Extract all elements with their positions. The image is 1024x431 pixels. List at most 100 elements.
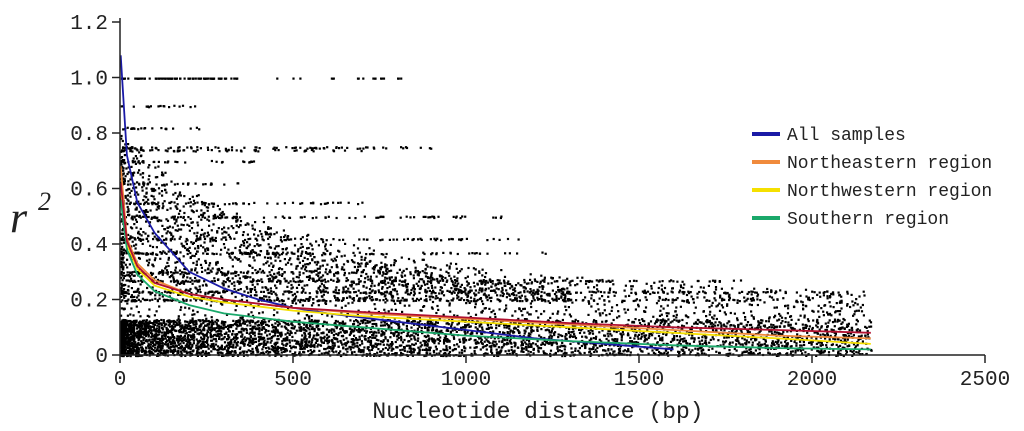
scatter-point [248, 341, 251, 344]
scatter-point [840, 327, 843, 330]
scatter-point [342, 352, 345, 355]
scatter-point [152, 349, 155, 352]
scatter-point [634, 293, 638, 296]
scatter-point [296, 342, 299, 345]
scatter-point [122, 339, 125, 342]
scatter-point [486, 281, 489, 284]
scatter-point [474, 306, 477, 309]
scatter-point [448, 265, 451, 268]
scatter-point [572, 330, 575, 333]
scatter-point [498, 331, 501, 334]
scatter-point [818, 351, 821, 354]
scatter-point [800, 344, 803, 347]
scatter-point [468, 325, 471, 328]
scatter-point [493, 337, 496, 340]
scatter-point [675, 316, 678, 319]
scatter-point [128, 333, 131, 336]
scatter-point [144, 334, 147, 338]
scatter-point [313, 319, 316, 322]
scatter-point [685, 341, 688, 345]
scatter-point [121, 329, 124, 332]
scatter-point [659, 319, 662, 322]
scatter-point [681, 338, 684, 341]
scatter-point [596, 346, 599, 350]
scatter-point [262, 351, 265, 354]
scatter-point [844, 342, 847, 345]
scatter-point [181, 349, 184, 352]
scatter-point [856, 344, 859, 347]
scatter-point [675, 306, 678, 309]
scatter-point [829, 334, 832, 337]
scatter-point [251, 327, 254, 330]
scatter-point [831, 321, 835, 324]
scatter-point [341, 320, 344, 324]
scatter-point [371, 325, 374, 329]
scatter-point [462, 337, 465, 340]
scatter-point [352, 330, 355, 333]
scatter-point [856, 340, 859, 344]
scatter-point [206, 345, 209, 348]
scatter-point [703, 291, 706, 294]
scatter-point [514, 342, 517, 345]
scatter-point [156, 324, 159, 327]
scatter-point [120, 213, 123, 216]
scatter-point [802, 340, 805, 344]
scatter-point [308, 336, 311, 339]
scatter-point [212, 322, 215, 326]
scatter-point [220, 334, 223, 337]
scatter-point [759, 325, 762, 328]
scatter-point [251, 340, 254, 343]
scatter-point [773, 330, 776, 334]
scatter-point [522, 347, 526, 350]
scatter-point [232, 338, 235, 341]
scatter-point [336, 297, 339, 300]
scatter-point [819, 333, 822, 336]
scatter-point [135, 343, 138, 346]
scatter-point [235, 212, 238, 215]
scatter-point [714, 324, 717, 327]
scatter-point [286, 322, 290, 326]
scatter-point [232, 324, 235, 327]
scatter-point [282, 350, 285, 353]
scatter-point [667, 323, 670, 326]
scatter-point [183, 339, 186, 342]
scatter-point [187, 327, 190, 330]
scatter-point [339, 331, 342, 334]
scatter-point [714, 288, 718, 291]
scatter-point [630, 340, 633, 343]
scatter-point [245, 350, 249, 353]
scatter-point [215, 263, 218, 266]
scatter-point [787, 324, 790, 327]
scatter-point [487, 294, 490, 297]
scatter-point [587, 330, 590, 333]
scatter-point [305, 340, 308, 343]
scatter-point [188, 351, 191, 354]
scatter-point [238, 347, 241, 351]
scatter-point [253, 228, 256, 231]
scatter-point [369, 343, 372, 346]
scatter-point [331, 349, 334, 352]
scatter-point [235, 323, 239, 327]
scatter-point [151, 334, 154, 337]
scatter-point [273, 308, 276, 311]
scatter-point [758, 351, 761, 355]
scatter-point [179, 215, 182, 219]
scatter-point [148, 328, 151, 331]
scatter-point [569, 342, 572, 345]
scatter-point [167, 264, 170, 268]
scatter-point [150, 347, 154, 351]
scatter-point [124, 352, 128, 355]
scatter-point [663, 351, 666, 354]
scatter-point [726, 303, 729, 306]
scatter-point [383, 332, 386, 335]
scatter-point [756, 298, 759, 301]
scatter-point [350, 328, 354, 331]
scatter-point [229, 352, 232, 355]
scatter-point [801, 323, 804, 326]
scatter-point [525, 338, 528, 341]
scatter-point [334, 325, 337, 328]
scatter-point [709, 322, 712, 325]
scatter-point [758, 321, 761, 324]
scatter-point [825, 346, 828, 349]
scatter-point [562, 324, 565, 327]
